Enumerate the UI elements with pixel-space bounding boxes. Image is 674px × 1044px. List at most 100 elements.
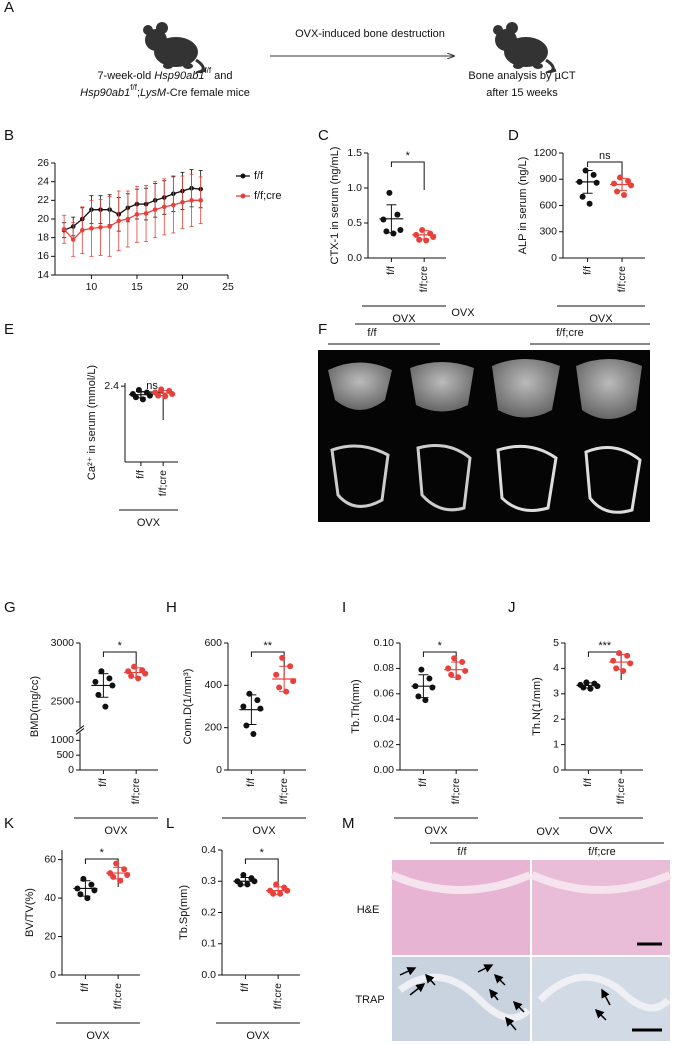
dot	[611, 180, 618, 187]
series-line	[63, 187, 201, 231]
point	[61, 226, 67, 232]
point	[134, 212, 140, 217]
y-tick-label: 2.4	[104, 380, 119, 392]
y-tick-label: 16	[37, 250, 49, 262]
dot	[276, 684, 283, 691]
caption-part: f/f	[204, 66, 211, 75]
group-label: OVX	[252, 825, 276, 837]
significance-bracket	[244, 858, 279, 887]
y-axis-label: Conn.D(1/mm³)	[182, 669, 194, 745]
dot	[451, 655, 458, 662]
y-tick-label: 1	[553, 738, 559, 750]
y-axis-label: ALP in serum (ng/L)	[517, 157, 529, 255]
caption-part: ;	[137, 87, 140, 99]
dot	[383, 228, 390, 235]
y-tick-label: 500	[56, 749, 74, 761]
y-tick-label: 0.10	[374, 637, 395, 649]
y-tick-label: 0	[50, 969, 56, 981]
y-tick-label: 1.0	[347, 182, 362, 194]
panel-a: OVX-induced bone destruction 7-week-old …	[80, 20, 576, 99]
caption-part: LysM	[140, 87, 167, 99]
y-tick-label: 600	[539, 199, 557, 211]
dot	[613, 665, 620, 672]
x-tick-label: f/f;cre	[615, 778, 627, 804]
x-tick-label: f/f;cre	[418, 266, 430, 292]
significance-label: *	[406, 150, 411, 162]
x-tick-label: 20	[177, 281, 189, 293]
y-tick-label: 0.2	[201, 906, 216, 918]
group-label: f/f;cre	[588, 846, 616, 858]
point	[180, 199, 185, 205]
dot	[586, 200, 593, 207]
y-tick-label: 20	[44, 930, 56, 942]
x-tick-label: f/f;cre	[616, 266, 628, 292]
group-label: OVX	[86, 1030, 110, 1042]
dot	[98, 668, 105, 675]
y-tick-label: 0.00	[374, 764, 395, 776]
dot	[416, 236, 423, 243]
group-label: f/f	[367, 327, 377, 339]
dot	[254, 697, 261, 704]
axis-break	[75, 725, 85, 732]
group-label: OVX	[104, 825, 128, 837]
panel-letter: K	[4, 815, 14, 832]
group-label: OVX	[451, 307, 475, 319]
point	[80, 227, 85, 233]
y-tick-label: 1200	[534, 147, 558, 159]
y-axis-label: Th.N(1/mm)	[531, 677, 543, 736]
group-label: OVX	[137, 517, 161, 529]
dot	[627, 660, 634, 667]
y-tick-label: 600	[204, 637, 222, 649]
dot	[128, 673, 135, 680]
x-tick-label: f/f	[417, 778, 429, 787]
dot	[279, 654, 286, 661]
caption-part: Hsp90ab1	[154, 70, 204, 82]
x-tick-label: 10	[86, 281, 98, 293]
dot	[430, 234, 437, 240]
x-tick-label: f/f	[79, 983, 91, 992]
dot	[240, 703, 247, 710]
y-tick-label: 0.0	[201, 969, 216, 981]
significance-label: *	[438, 640, 443, 652]
y-tick-label: 26	[37, 157, 49, 169]
y-tick-label: 0	[551, 252, 557, 264]
y-axis-label: Ca²⁺ in serum (mmol/L)	[86, 365, 98, 480]
dot	[593, 179, 600, 186]
point	[98, 225, 103, 230]
dot	[240, 872, 247, 878]
point	[107, 224, 112, 229]
y-axis-label: Tb.Sp(mm)	[178, 885, 190, 940]
dot	[426, 675, 433, 682]
y-axis-label: BMD(mg/cc)	[29, 676, 41, 737]
x-tick-label: f/f	[385, 266, 397, 275]
y-tick-label: 400	[204, 679, 222, 691]
y-tick-label: 22	[37, 194, 49, 206]
dot	[169, 391, 176, 398]
caption-line: 7-week-old Hsp90ab1f/f and	[97, 66, 232, 82]
panel-letter: H	[166, 599, 177, 616]
y-tick-label: 2	[553, 713, 559, 725]
dot	[386, 189, 393, 196]
legend-label: f/f;cre	[254, 190, 282, 202]
y-tick-label: 20	[37, 213, 49, 225]
dot	[142, 670, 149, 677]
point	[116, 218, 122, 224]
y-tick-label: 0.0	[347, 252, 362, 264]
dot	[132, 394, 139, 401]
y-axis-label: BV/TV(%)	[24, 888, 36, 937]
x-tick-label: f/f	[135, 470, 147, 479]
dot	[459, 659, 466, 666]
y-tick-label: 0.02	[374, 738, 395, 750]
y-tick-label: 300	[539, 226, 557, 238]
x-tick-label: f/f	[582, 778, 594, 787]
significance-label: *	[260, 847, 265, 859]
caption-line: after 15 weeks	[486, 87, 558, 99]
y-tick-label: 0.5	[347, 217, 362, 229]
panel-f: OVX f/f f/f;cre	[318, 307, 650, 522]
caption-line: Bone analysis by µCT	[468, 70, 575, 82]
y-tick-label: 0.08	[374, 662, 395, 674]
significance-bracket	[390, 161, 425, 190]
y-axis-label: CTX-1 in serum (ng/mL)	[329, 147, 341, 265]
dot	[92, 678, 99, 685]
dot	[422, 697, 429, 704]
